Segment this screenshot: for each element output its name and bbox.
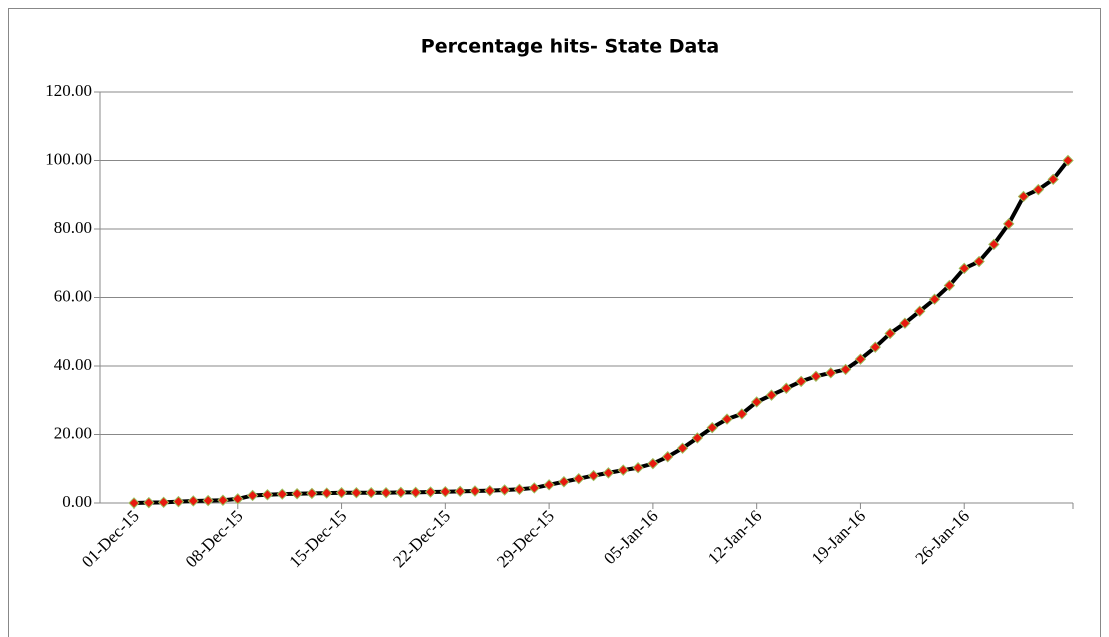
marker: [246, 489, 259, 502]
marker: [795, 375, 807, 388]
marker: [202, 494, 214, 507]
marker: [988, 238, 1000, 251]
marker: [780, 382, 793, 394]
marker: [380, 487, 392, 499]
marker: [261, 489, 274, 501]
marker: [424, 486, 437, 498]
marker: [973, 255, 985, 268]
marker: [439, 485, 452, 498]
marker: [943, 279, 956, 292]
marker: [498, 484, 511, 496]
marker: [899, 317, 911, 329]
marker: [1002, 218, 1015, 230]
marker: [172, 495, 185, 508]
marker: [306, 487, 318, 500]
marker: [335, 487, 348, 499]
marker: [617, 464, 629, 476]
chart-title: Percentage hits- State Data: [421, 36, 719, 58]
y-tick-label: 100.00: [45, 149, 92, 168]
marker: [721, 413, 733, 425]
marker: [662, 451, 674, 463]
marker: [217, 494, 229, 506]
marker: [543, 479, 555, 491]
marker: [914, 305, 926, 317]
marker: [157, 496, 170, 509]
marker: [128, 497, 140, 509]
marker: [869, 341, 881, 353]
marker: [232, 493, 244, 505]
marker: [365, 487, 377, 499]
marker: [736, 408, 748, 420]
marker: [884, 327, 896, 340]
marker: [958, 262, 970, 275]
marker: [573, 472, 585, 485]
marker: [513, 483, 526, 496]
y-tick-label: 120.00: [45, 81, 92, 100]
marker: [676, 442, 689, 454]
line: [133, 159, 1070, 505]
y-tick-label: 40.00: [54, 355, 92, 374]
marker: [187, 495, 200, 507]
y-tick-label: 60.00: [54, 286, 92, 305]
marker: [647, 457, 659, 470]
marker: [409, 486, 422, 499]
marker: [1062, 154, 1074, 167]
marker: [291, 488, 303, 500]
marker: [321, 487, 333, 499]
marker: [350, 487, 363, 499]
marker: [810, 370, 822, 382]
y-tick-label: 0.00: [62, 492, 92, 511]
marker: [632, 462, 644, 474]
marker: [1047, 173, 1059, 186]
marker: [1032, 183, 1045, 196]
marker: [928, 293, 941, 305]
marker: [1017, 190, 1030, 203]
marker: [825, 367, 837, 379]
marker: [395, 486, 407, 499]
marker: [691, 432, 704, 444]
marker: [587, 469, 600, 482]
y-tick-label: 20.00: [54, 423, 92, 442]
marker: [469, 485, 481, 497]
marker: [143, 496, 155, 509]
chart-frame: [8, 8, 1101, 637]
marker: [276, 488, 288, 500]
marker: [750, 396, 763, 408]
marker: [602, 467, 615, 479]
marker: [706, 421, 718, 434]
marker: [558, 476, 570, 488]
marker: [454, 485, 466, 498]
y-tick-label: 80.00: [54, 218, 92, 237]
marker: [484, 484, 496, 497]
marker: [528, 482, 540, 494]
marker: [854, 353, 867, 365]
marker: [839, 363, 852, 376]
marker: [765, 389, 778, 401]
